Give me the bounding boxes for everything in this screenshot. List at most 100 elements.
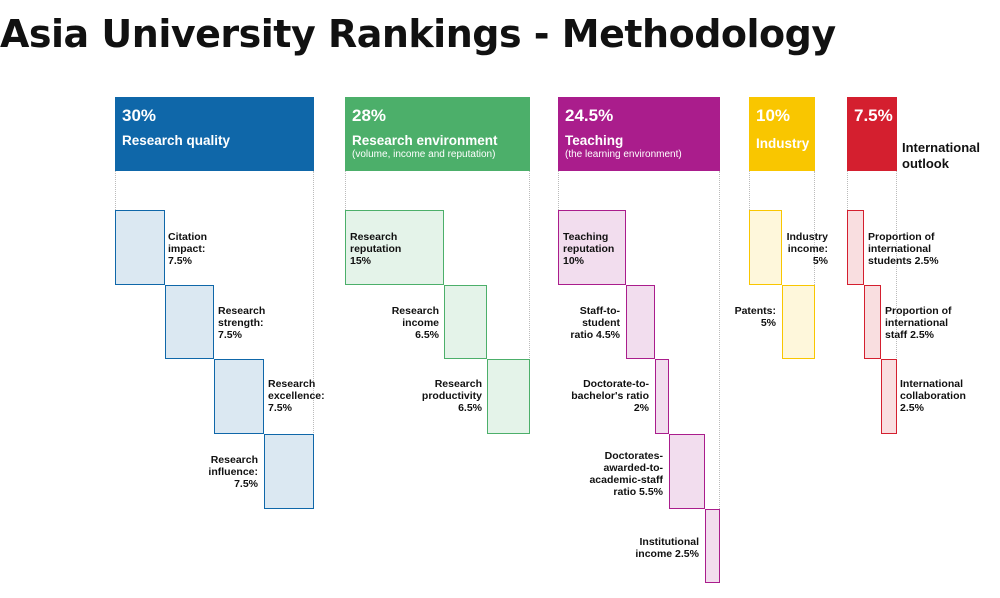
component-label-line: 7.5% [218,329,242,341]
component-label-line: students 2.5% [868,255,939,267]
component-box [626,285,655,359]
pillar-subtitle: (volume, income and reputation) [352,149,496,160]
guide-line [814,171,815,359]
component-label-line: 7.5% [268,402,292,414]
component-label: Teaching reputation 10% [563,231,614,267]
pillar-subtitle: (the learning environment) [565,149,682,160]
component-label-line: Doctorates- [604,450,663,462]
component-label-line: Industry [786,231,828,243]
pillar-side-label-line: outlook [902,156,949,171]
pillar-percentage: 24.5% [565,106,614,125]
component-box [214,359,264,434]
component-label-line: awarded-to- [603,462,663,474]
component-label-line: International [900,378,964,390]
component-label: Patents: 5% [735,305,776,329]
component-label-line: influence: [208,466,258,478]
page-title: Asia University Rankings - Methodology [0,12,836,56]
component-label-line: income 2.5% [635,548,699,560]
component-box [444,285,487,359]
component-box [115,210,165,285]
component-box [558,210,626,285]
guide-line [313,171,314,509]
component-label-line: 15% [350,255,372,267]
component-label-line: excellence: [268,390,325,402]
pillar-header: 10% Industry [749,97,815,171]
pillar-percentage: 28% [352,106,387,125]
pillar-header: 30% Research quality [115,97,314,171]
pillar-name: Teaching [565,133,624,148]
component-label: Research reputation 15% [350,231,401,267]
component-label-line: productivity [421,390,482,402]
component-label-line: Staff-to- [579,305,620,317]
component-label-line: Teaching [563,231,609,243]
component-label-line: 6.5% [415,329,439,341]
component-label-line: 5% [812,255,828,267]
component-box [749,210,782,285]
component-label: Citation impact: 7.5% [168,231,207,267]
component-label-line: reputation [350,243,402,255]
component-label-line: staff 2.5% [885,329,935,341]
component-label-line: Research [210,454,258,466]
guide-line [847,171,848,210]
component-label-line: 6.5% [458,402,482,414]
component-label-line: 2% [633,402,649,414]
component-label-line: Research [434,378,482,390]
component-label: Industry income: 5% [787,231,828,267]
pillar-header: 7.5% [847,97,897,171]
component-box [165,285,214,359]
component-label: Doctorates-awarded-to-academic-staff rati… [589,450,663,498]
component-label-line: 2.5% [900,402,924,414]
component-label-line: strength: [218,317,264,329]
component-box [881,359,897,434]
component-label-line: reputation [563,243,615,255]
guide-line [749,171,750,210]
pillar-header: 28% Research environment (volume, income a… [345,97,530,171]
component-box [487,359,530,434]
guide-line [719,171,720,583]
component-box [655,359,669,434]
component-box [669,434,705,509]
component-label-line: income: [787,243,828,255]
component-label: Doctorate-to-bachelor's ratio 2% [571,378,649,414]
pillar-name: Industry [756,136,810,151]
component-label-line: Proportion of [868,231,935,243]
guide-line [896,171,897,434]
component-label-line: international [885,317,949,329]
component-label-line: ratio 4.5% [570,329,620,341]
component-box [345,210,444,285]
component-label-line: Citation [168,231,208,243]
component-label-line: international [868,243,932,255]
component-label-line: Research [350,231,398,243]
component-box [864,285,881,359]
component-label: Institutional income 2.5% [635,536,699,560]
component-label-line: Patents: [734,305,776,317]
guide-line [558,171,559,210]
component-label-line: student [582,317,620,329]
guide-line [345,171,346,210]
component-label: Proportion of international students 2.5% [868,231,939,267]
pillar-percentage: 30% [122,106,157,125]
component-label-line: bachelor's ratio [571,390,649,402]
component-label-line: 7.5% [234,478,258,490]
pillar-name: Research environment [352,133,498,148]
component-label: Proportion of international staff 2.5% [885,305,952,341]
component-label: Research excellence: 7.5% [268,378,325,414]
component-label: Staff-to-student ratio 4.5% [570,305,620,341]
component-label: Research strength: 7.5% [218,305,265,341]
pillar-header: 24.5% Teaching (the learning environment) [558,97,720,171]
component-label-line: 5% [760,317,776,329]
component-box [705,509,720,583]
pillar-name: Research quality [122,133,231,148]
component-label-line: Institutional [639,536,700,548]
component-label-line: ratio 5.5% [613,486,663,498]
component-label-line: Research [218,305,266,317]
component-label-line: Proportion of [885,305,952,317]
pillar-side-label-line: International [902,140,981,155]
component-label: Research income 6.5% [392,305,439,341]
component-label: Research influence: 7.5% [208,454,258,490]
component-box [782,285,815,359]
component-label-line: Research [268,378,316,390]
component-label-line: income [402,317,439,329]
component-label-line: academic-staff [589,474,663,486]
component-label-line: Doctorate-to- [583,378,649,390]
